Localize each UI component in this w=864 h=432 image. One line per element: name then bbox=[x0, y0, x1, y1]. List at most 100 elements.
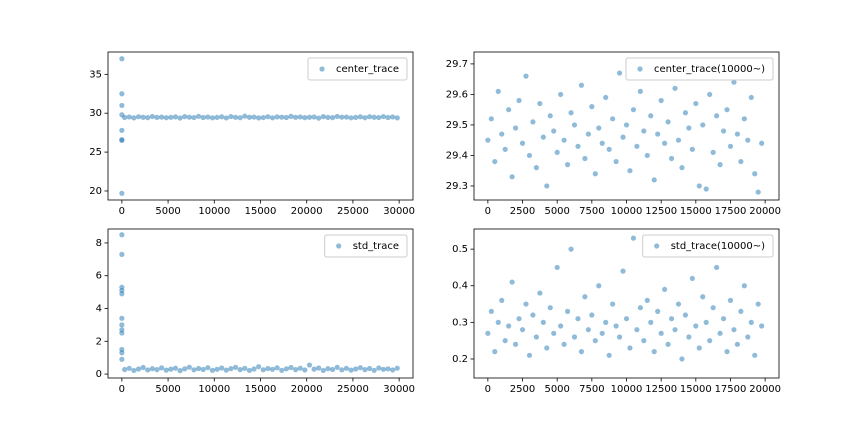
point bbox=[530, 119, 536, 125]
point bbox=[499, 297, 505, 303]
point bbox=[274, 114, 280, 120]
point bbox=[544, 345, 550, 351]
point bbox=[693, 323, 699, 329]
point bbox=[655, 308, 661, 314]
plot-area bbox=[485, 70, 765, 195]
point bbox=[755, 189, 761, 195]
point bbox=[540, 319, 546, 325]
point bbox=[662, 140, 668, 146]
point bbox=[540, 134, 546, 140]
point bbox=[547, 113, 553, 119]
x-tick-label: 0 bbox=[119, 206, 125, 217]
point bbox=[648, 113, 654, 119]
point bbox=[265, 114, 271, 120]
point bbox=[516, 316, 522, 322]
point bbox=[755, 301, 761, 307]
point bbox=[195, 365, 202, 372]
point bbox=[297, 365, 303, 371]
point bbox=[149, 366, 155, 372]
point bbox=[675, 137, 682, 143]
point bbox=[316, 365, 322, 371]
point bbox=[738, 308, 744, 314]
point bbox=[182, 366, 188, 372]
point bbox=[502, 146, 508, 152]
point bbox=[205, 365, 211, 371]
point bbox=[752, 352, 758, 358]
point bbox=[644, 152, 650, 159]
point bbox=[644, 297, 650, 303]
legend: std_trace bbox=[324, 234, 408, 258]
point bbox=[242, 113, 248, 119]
point bbox=[232, 114, 239, 120]
point bbox=[512, 341, 519, 347]
point bbox=[717, 162, 723, 168]
point bbox=[119, 102, 125, 109]
point bbox=[320, 114, 326, 120]
point bbox=[376, 365, 382, 371]
point bbox=[561, 137, 567, 143]
point bbox=[682, 312, 689, 318]
point bbox=[578, 82, 585, 88]
plot-area bbox=[485, 235, 765, 362]
point bbox=[195, 113, 202, 119]
point bbox=[537, 290, 543, 296]
plot-area bbox=[119, 56, 400, 196]
point bbox=[717, 330, 723, 336]
x-tick-label: 20000 bbox=[291, 206, 323, 217]
legend-box bbox=[324, 234, 408, 258]
point bbox=[551, 128, 557, 134]
point bbox=[662, 286, 668, 293]
point bbox=[686, 334, 692, 340]
x-tick-label: 12500 bbox=[645, 206, 677, 217]
point bbox=[523, 301, 529, 307]
point bbox=[627, 168, 633, 174]
y-tick-label: 2 bbox=[96, 336, 102, 347]
point bbox=[627, 345, 633, 351]
subplot: 0 2500 5000 7500 10000 12500 15000 17500 20000 29… bbox=[446, 51, 781, 217]
point bbox=[119, 127, 125, 133]
plot-area bbox=[119, 232, 400, 374]
x-tick-label: 15000 bbox=[680, 384, 712, 395]
point bbox=[526, 352, 533, 358]
point bbox=[283, 114, 289, 121]
point bbox=[537, 100, 543, 107]
point bbox=[724, 107, 730, 113]
point bbox=[727, 297, 734, 303]
x-tick-label: 10000 bbox=[611, 384, 643, 395]
point bbox=[686, 125, 692, 131]
legend-marker bbox=[336, 243, 342, 249]
x-tick-label: 12500 bbox=[645, 384, 677, 395]
point bbox=[366, 365, 373, 372]
point bbox=[209, 367, 216, 373]
point bbox=[759, 140, 765, 146]
point bbox=[703, 319, 709, 325]
point bbox=[159, 365, 165, 371]
point bbox=[119, 356, 125, 362]
point bbox=[366, 114, 373, 120]
point bbox=[554, 149, 560, 155]
point bbox=[585, 327, 591, 333]
point bbox=[724, 349, 730, 355]
point bbox=[610, 116, 616, 122]
point bbox=[140, 114, 146, 120]
point bbox=[616, 70, 623, 76]
point bbox=[306, 114, 313, 120]
point bbox=[568, 110, 574, 116]
point bbox=[168, 366, 174, 372]
point bbox=[390, 114, 396, 120]
point bbox=[122, 114, 128, 121]
x-tick-label: 2500 bbox=[510, 206, 535, 217]
point bbox=[126, 365, 132, 371]
point bbox=[585, 131, 591, 137]
point bbox=[246, 367, 253, 374]
point bbox=[325, 114, 331, 121]
point bbox=[582, 155, 588, 162]
point bbox=[279, 114, 285, 120]
point bbox=[380, 366, 387, 372]
point bbox=[509, 174, 515, 180]
x-tick-label: 2500 bbox=[510, 384, 535, 395]
point bbox=[200, 114, 206, 121]
x-tick-label: 5000 bbox=[155, 206, 180, 217]
point bbox=[561, 341, 567, 347]
point bbox=[679, 165, 685, 171]
